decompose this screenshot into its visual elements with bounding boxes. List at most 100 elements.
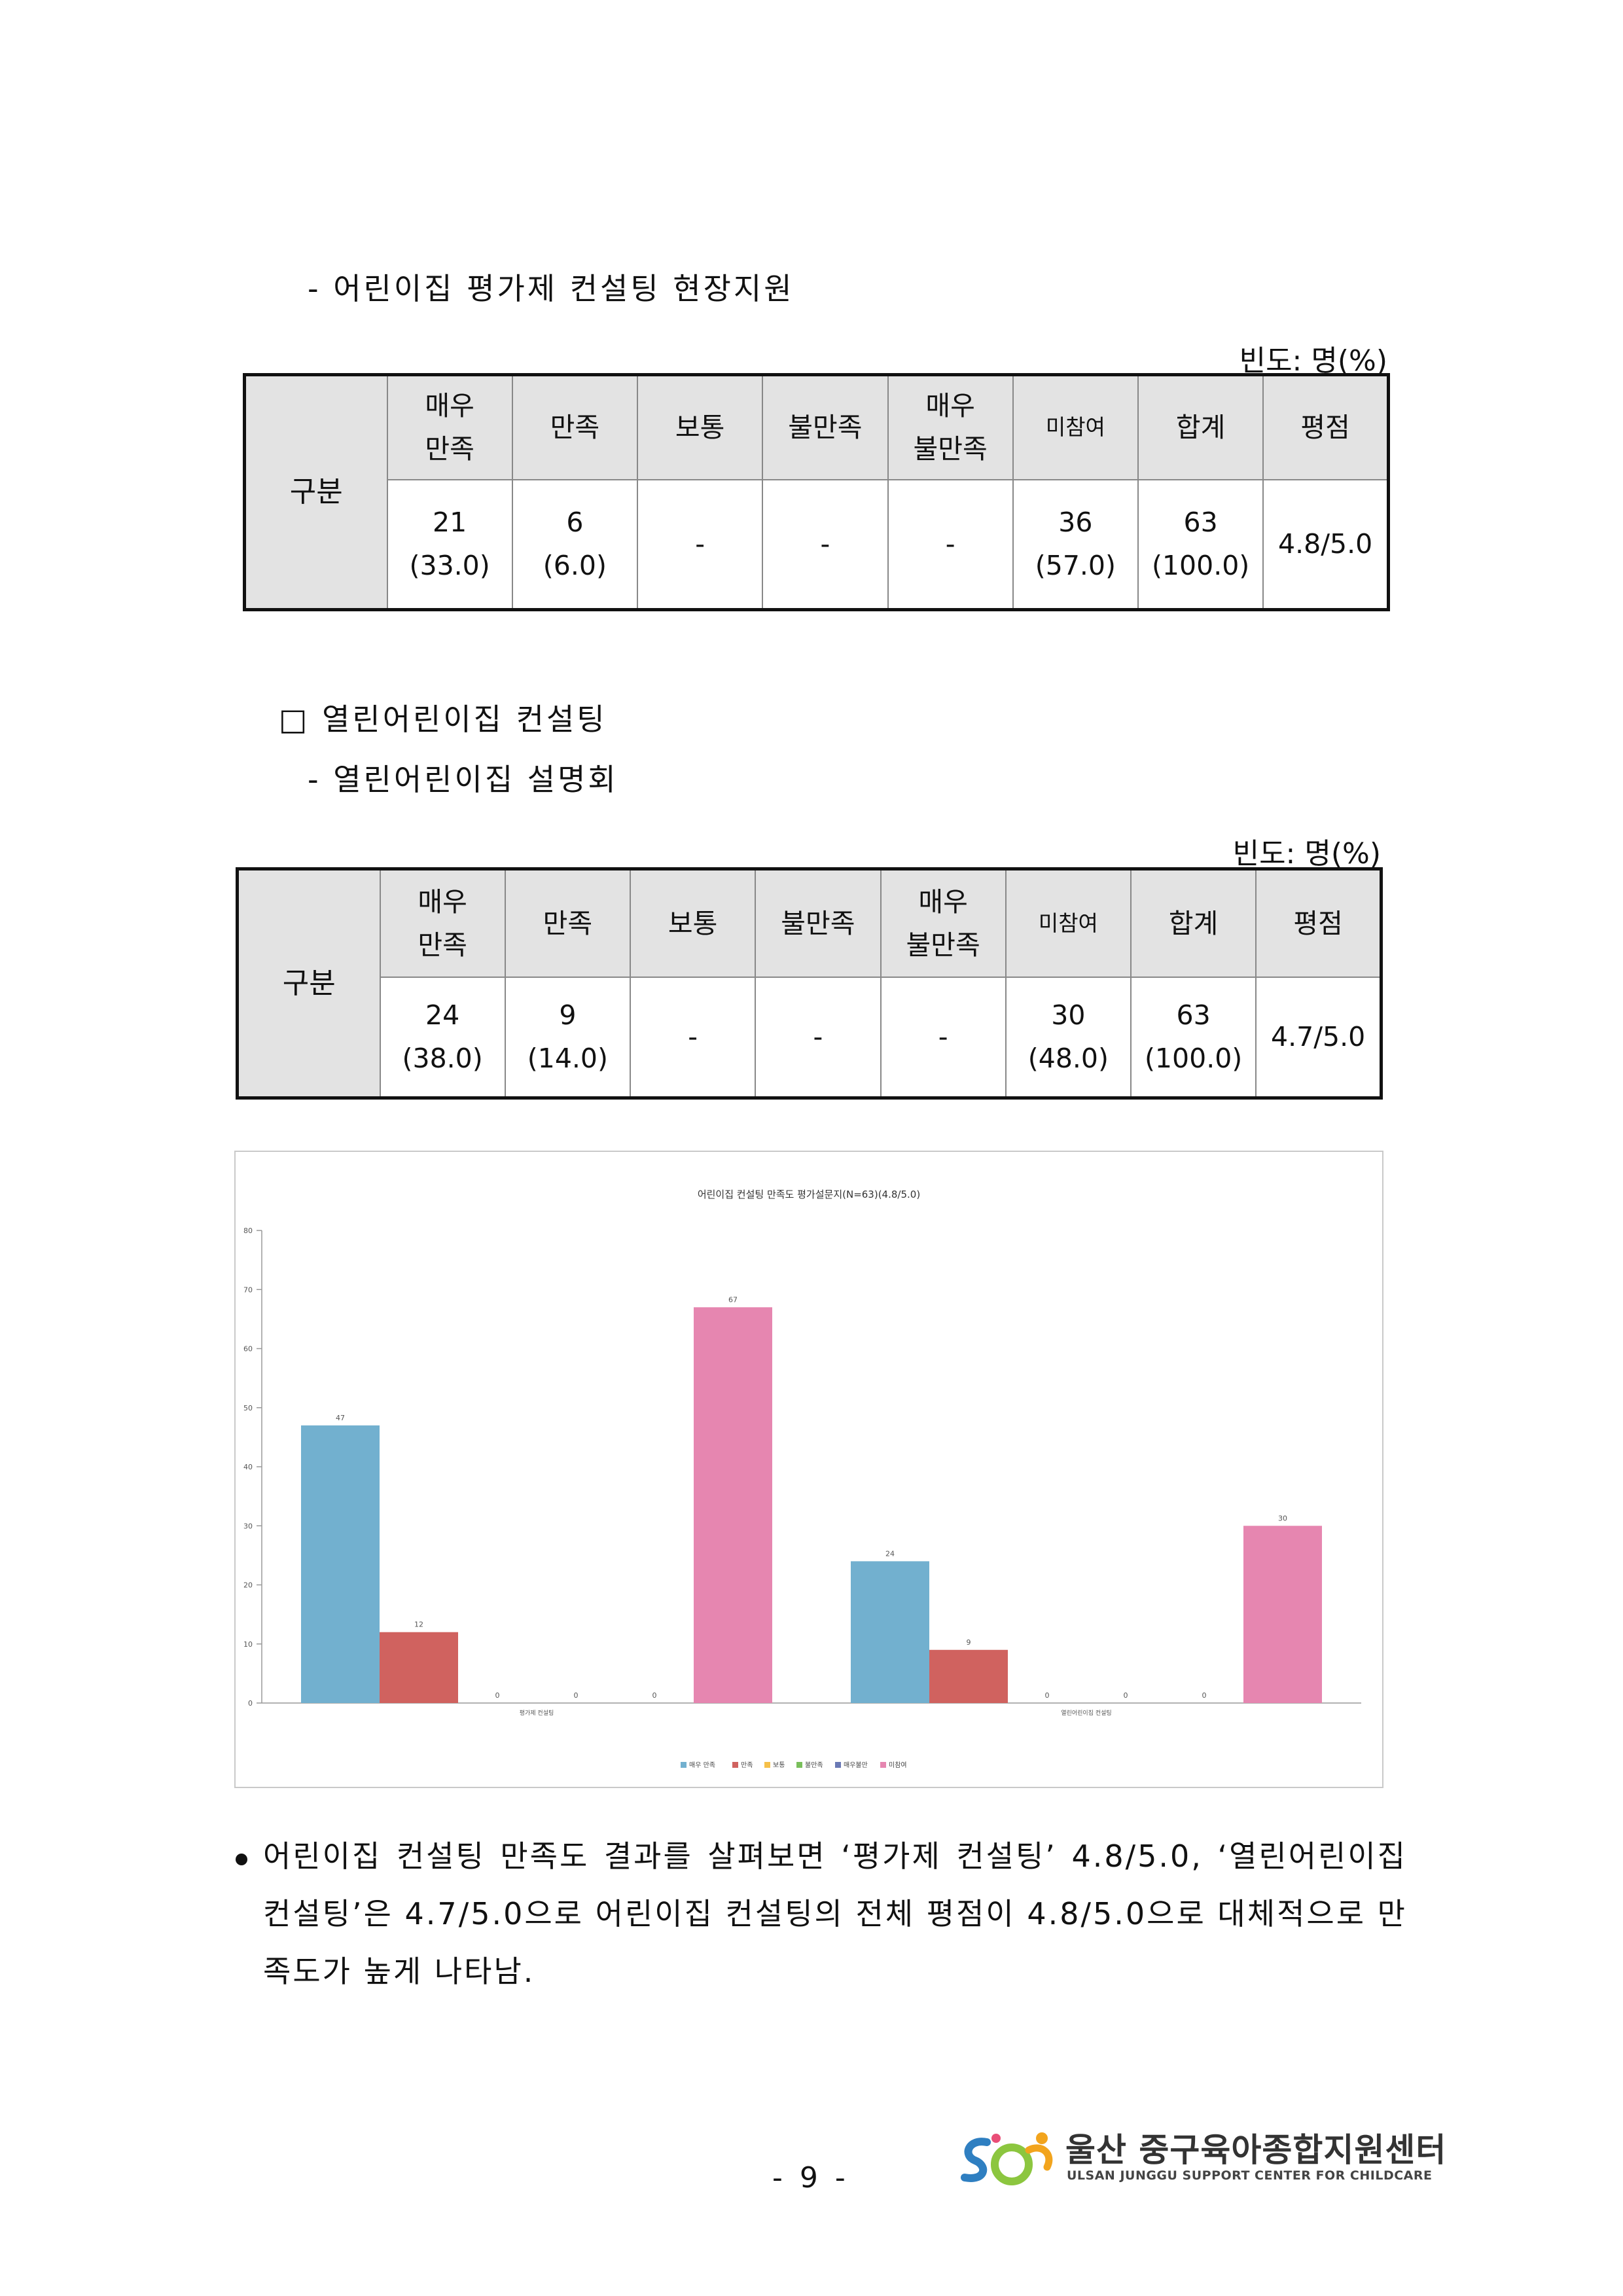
chart-svg: 어린이집 컨설팅 만족도 평가설문지(N=63)(4.8/5.0) 0 10 20 30…: [243, 1189, 1361, 1769]
value-dissatisfied: -: [762, 478, 889, 611]
value-text: -: [820, 528, 830, 560]
bar-data-label: 0: [652, 1691, 657, 1700]
y-tick-label: 60: [243, 1345, 253, 1354]
value-score: 4.7/5.0: [1255, 976, 1382, 1099]
value-very-satisfied: 21 (33.0): [386, 478, 513, 611]
value-text: (38.0): [402, 1043, 483, 1075]
header-neutral: 보통: [629, 868, 757, 978]
legend-swatch: [681, 1762, 687, 1768]
value-text: 24: [425, 999, 460, 1031]
header-total: 합계: [1130, 868, 1257, 978]
value-text: (48.0): [1027, 1043, 1109, 1075]
header-text: 매우: [418, 886, 467, 918]
header-dissatisfied: 불만족: [762, 374, 889, 480]
bar-data-label: 12: [414, 1621, 423, 1629]
header-text: 매우: [425, 390, 474, 422]
legend-label: 매우불만: [844, 1761, 868, 1769]
value-text: 36: [1058, 507, 1093, 539]
bar-data-label: 24: [885, 1549, 895, 1558]
value-text: -: [945, 528, 955, 560]
bar-data-label: 0: [1202, 1691, 1207, 1700]
value-text: 4.7/5.0: [1271, 1021, 1366, 1053]
header-text: 보통: [675, 412, 725, 444]
header-very-dissatisfied: 매우 불만족: [880, 868, 1007, 978]
y-tick-label: 80: [243, 1227, 253, 1235]
bar-data-label: 47: [336, 1414, 345, 1422]
header-score: 평점: [1255, 868, 1382, 978]
legend-label: 보통: [773, 1761, 785, 1769]
bar-data-label: 0: [574, 1691, 579, 1700]
logo-name-english: ULSAN JUNGGU SUPPORT CENTER FOR CHILDCAR…: [1067, 2168, 1433, 2183]
value-text: 63: [1176, 999, 1211, 1031]
x-category-label: 평가제 컨설팅: [520, 1710, 554, 1717]
value-text: -: [938, 1021, 948, 1053]
bar-data-label: 9: [967, 1638, 971, 1647]
section2-table: 구분 매우 만족 만족 보통 불만족 매우 불만족 미참여 합계 평점 24 (38.0) 9 (14.…: [236, 867, 1383, 1100]
bar-5-1: [1243, 1526, 1322, 1703]
center-logo: 울산 중구육아종합지원센터 ULSAN JUNGGU SUPPORT CENTE…: [955, 2124, 1446, 2196]
header-text: 만족: [425, 433, 474, 465]
value-text: 4.8/5.0: [1278, 528, 1373, 560]
value-text: 21: [433, 507, 467, 539]
section1-unit-label: 빈도: 명(%): [1239, 344, 1387, 378]
header-text: 매우: [918, 886, 968, 918]
value-text: (100.0): [1144, 1043, 1243, 1075]
value-text: 30: [1051, 999, 1086, 1031]
bar-data-label: 67: [728, 1295, 738, 1304]
value-very-satisfied: 24 (38.0): [379, 976, 506, 1099]
value-neutral: -: [629, 976, 757, 1099]
bar-data-label: 0: [495, 1691, 500, 1700]
value-text: (57.0): [1035, 550, 1116, 582]
value-non-participation: 30 (48.0): [1005, 976, 1132, 1099]
satisfaction-bar-chart: 어린이집 컨설팅 만족도 평가설문지(N=63)(4.8/5.0) 0 10 20 30…: [234, 1151, 1383, 1788]
bar-data-label: 30: [1278, 1514, 1287, 1522]
legend-label: 만족: [741, 1761, 753, 1769]
section2-subtitle: - 열린어린이집 설명회: [308, 762, 618, 797]
header-dissatisfied: 불만족: [755, 868, 882, 978]
header-satisfied: 만족: [504, 868, 632, 978]
header-text: 보통: [668, 907, 718, 939]
value-text: (100.0): [1151, 550, 1250, 582]
y-tick-label: 20: [243, 1581, 253, 1590]
page-number: - 9 -: [772, 2161, 849, 2195]
legend-swatch: [764, 1762, 770, 1768]
y-tick-label: 70: [243, 1285, 253, 1294]
bar-1-0: [380, 1632, 458, 1703]
value-total: 63 (100.0): [1130, 976, 1257, 1099]
header-satisfied: 만족: [511, 374, 639, 480]
header-text: 매우: [925, 390, 975, 422]
header-text: 합계: [1175, 412, 1226, 444]
value-satisfied: 9 (14.0): [504, 976, 632, 1099]
logo-mark-icon: [961, 2132, 1053, 2185]
section2-unit-label: 빈도: 명(%): [1232, 837, 1381, 870]
legend-label: 미참여: [889, 1761, 907, 1769]
legend-swatch: [880, 1762, 886, 1768]
section2-heading: □ 열린어린이집 컨설팅: [279, 702, 607, 737]
header-very-dissatisfied: 매우 불만족: [887, 374, 1014, 480]
value-dissatisfied: -: [755, 976, 882, 1099]
header-text: 합계: [1168, 907, 1219, 939]
value-text: -: [695, 528, 705, 560]
legend-label: 불만족: [805, 1761, 823, 1769]
header-text: 만족: [550, 412, 600, 444]
header-text: 미참여: [1038, 910, 1098, 936]
legend-swatch: [835, 1762, 841, 1768]
chart-title: 어린이집 컨설팅 만족도 평가설문지(N=63)(4.8/5.0): [698, 1189, 920, 1200]
header-total: 합계: [1137, 374, 1264, 480]
legend-swatch: [796, 1762, 802, 1768]
header-text: 만족: [418, 929, 467, 961]
header-text: 평점: [1300, 412, 1350, 444]
bar-5-0: [694, 1307, 772, 1703]
header-score: 평점: [1262, 374, 1389, 480]
value-text: (14.0): [527, 1043, 609, 1075]
value-text: 6: [566, 507, 584, 539]
bar-0-0: [301, 1425, 380, 1703]
x-category-label: 열린어린이집 컨설팅: [1061, 1709, 1111, 1717]
value-neutral: -: [636, 478, 764, 611]
bar-data-label: 0: [1124, 1691, 1128, 1700]
y-tick-label: 30: [243, 1522, 253, 1530]
header-non-participation: 미참여: [1005, 868, 1132, 978]
value-non-participation: 36 (57.0): [1012, 478, 1139, 611]
value-text: (6.0): [543, 550, 607, 582]
